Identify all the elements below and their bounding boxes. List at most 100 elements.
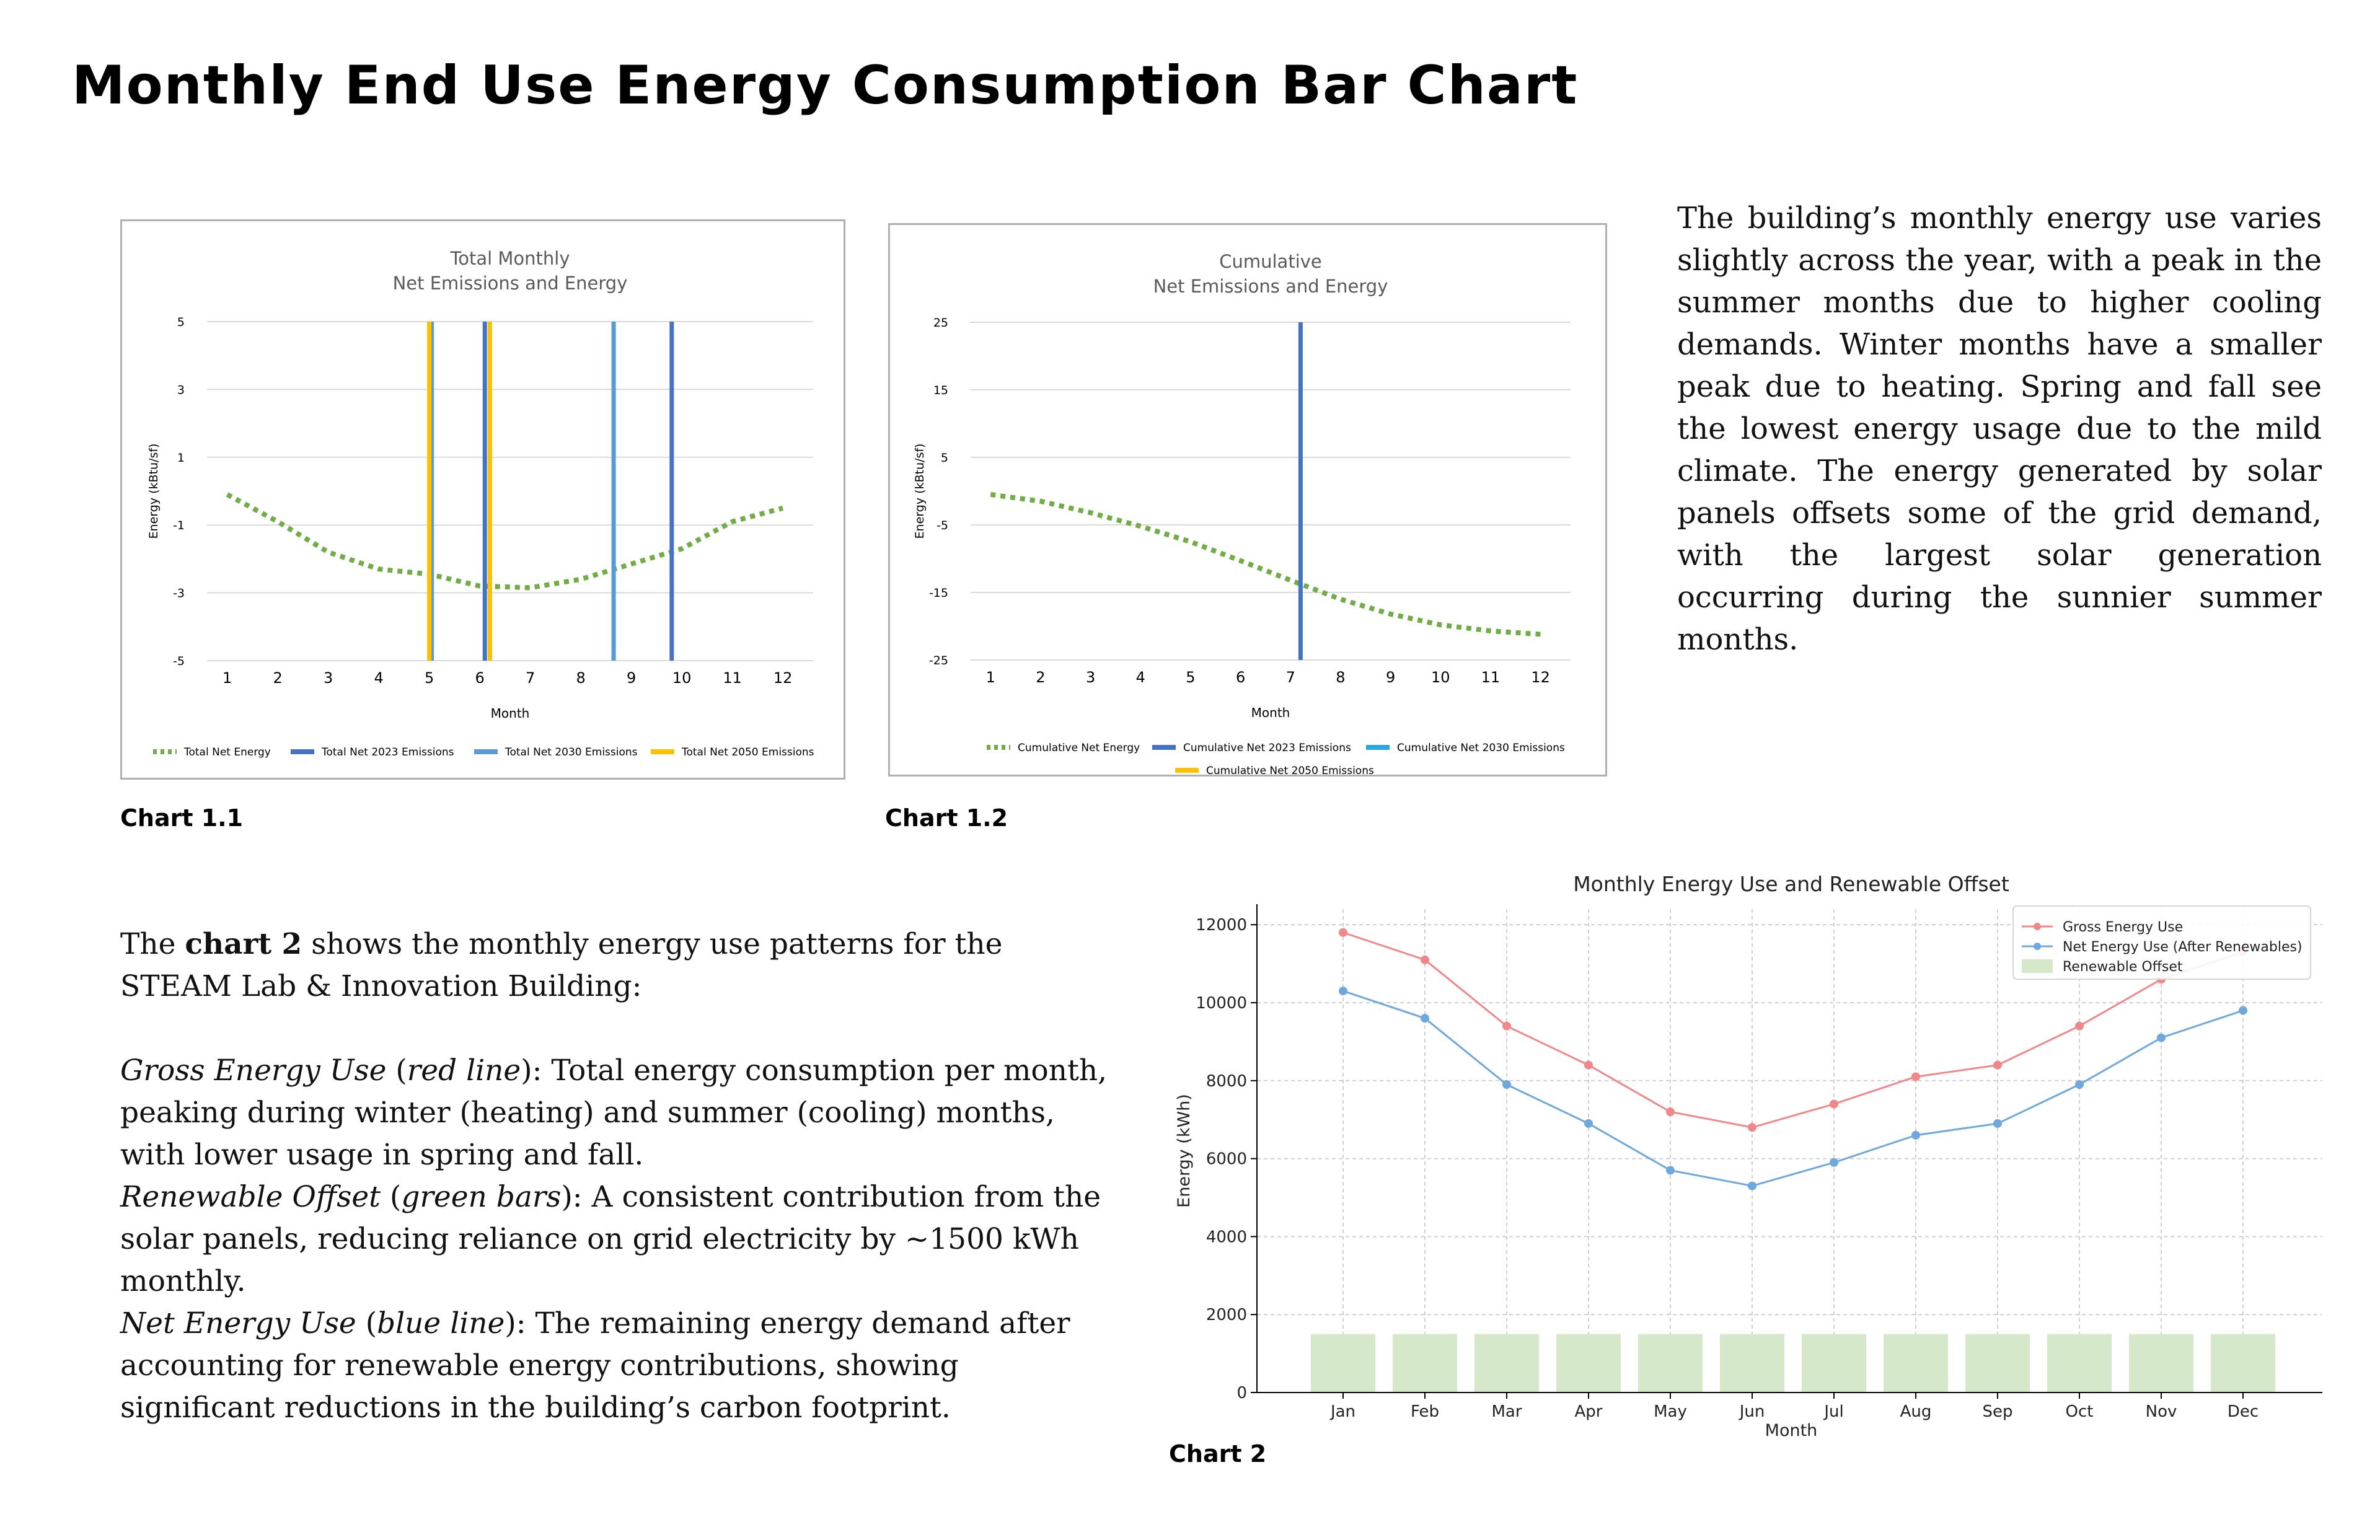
term-description: : The remaining energy demand after acco… xyxy=(120,1306,1070,1425)
chart-2-caption: Chart 2 xyxy=(1169,1440,1267,1467)
paren-close: ) xyxy=(521,1054,532,1088)
term-label: Renewable Offset xyxy=(120,1180,381,1214)
data-point xyxy=(1748,1123,1756,1132)
chart-cumulative: Cumulative Net Emissions and Energy 25 15 5-… xyxy=(888,223,1607,777)
paren-open: ( xyxy=(381,1180,402,1214)
y-tick-label: 25 xyxy=(933,316,948,330)
explanation-item-renewable: Renewable Offset (green bars): A consist… xyxy=(120,1176,1118,1303)
summary-paragraph: The building’s monthly energy use varies… xyxy=(1677,201,2322,657)
data-point xyxy=(1502,1021,1511,1031)
y-tick-label: 4000 xyxy=(1206,1228,1247,1246)
data-point xyxy=(1339,987,1347,996)
y-tick-label: 5 xyxy=(941,451,948,465)
x-tick-label: Jan xyxy=(1329,1402,1355,1421)
x-tick-label: 4 xyxy=(374,669,383,687)
data-point xyxy=(2157,1033,2166,1042)
x-tick-label: 2 xyxy=(273,669,282,687)
data-point xyxy=(1748,1181,1756,1190)
data-point xyxy=(1911,1072,1920,1081)
data-point xyxy=(2239,1006,2247,1015)
x-tick-label: Sep xyxy=(1982,1402,2012,1421)
x-tick-label: 2 xyxy=(1036,669,1045,686)
y-tick-label: 15 xyxy=(933,384,948,397)
chart-monthly-energy-renewable: Monthly Energy Use and Renewable Offset 0… xyxy=(1165,865,2330,1447)
term-description: : Total energy consumption per month, pe… xyxy=(120,1054,1108,1172)
y-axis-label: Energy (kBtu/sf) xyxy=(147,444,161,539)
legend-label: Total Net 2050 Emissions xyxy=(681,746,814,759)
chart-title-line: Net Emissions and Energy xyxy=(393,273,628,294)
x-tick-label: May xyxy=(1654,1402,1687,1421)
x-tick-label: Aug xyxy=(1900,1402,1932,1421)
renewable-offset-bar xyxy=(1393,1334,1457,1393)
x-tick-label: Apr xyxy=(1575,1402,1603,1421)
y-tick-label: -3 xyxy=(173,587,185,601)
data-point xyxy=(2075,1080,2084,1089)
renewable-offset-bar xyxy=(2129,1334,2193,1393)
x-axis-label: Month xyxy=(1765,1421,1818,1440)
y-tick-label: -25 xyxy=(929,654,948,667)
y-tick-label: 8000 xyxy=(1206,1072,1247,1091)
legend-marker xyxy=(2034,943,2041,950)
x-tick-label: 11 xyxy=(1481,669,1501,686)
net-energy-line xyxy=(226,492,784,591)
x-tick-label: 10 xyxy=(672,669,692,687)
x-tick-label: 1 xyxy=(223,669,232,687)
chart-1-2-caption: Chart 1.2 xyxy=(885,804,1008,832)
x-tick-label: 9 xyxy=(1386,669,1395,686)
data-point xyxy=(1993,1060,2002,1070)
x-tick-label: 12 xyxy=(1531,669,1550,686)
x-tick-label: Nov xyxy=(2146,1402,2177,1421)
legend-swatch xyxy=(2022,959,2053,973)
renewable-offset-bar xyxy=(1965,1334,2030,1393)
renewable-offset-bar xyxy=(1884,1334,1948,1393)
y-tick-label: 2000 xyxy=(1206,1306,1247,1324)
x-tick-label: 7 xyxy=(1286,669,1295,686)
paren-open: ( xyxy=(386,1054,407,1088)
data-point xyxy=(1993,1119,2002,1128)
gross-energy-line xyxy=(1342,931,2244,1129)
renewable-offset-bar xyxy=(1311,1334,1375,1393)
color-note: red line xyxy=(407,1054,521,1088)
x-tick-label: 3 xyxy=(324,669,333,687)
chart-title-line: Net Emissions and Energy xyxy=(1153,276,1388,297)
legend-label: Cumulative Net Energy xyxy=(1018,742,1140,754)
explanation-item-gross: Gross Energy Use (red line): Total energ… xyxy=(120,1050,1118,1176)
y-tick-label: 12000 xyxy=(1196,916,1247,935)
x-tick-label: Feb xyxy=(1411,1402,1439,1421)
y-tick-label: -5 xyxy=(937,519,948,532)
data-point xyxy=(1911,1130,1920,1140)
data-point xyxy=(1584,1060,1593,1070)
net-energy-line xyxy=(990,491,1541,637)
chart-2-plot: Monthly Energy Use and Renewable Offset 0… xyxy=(1175,872,2322,1440)
legend-label: Cumulative Net 2030 Emissions xyxy=(1397,742,1565,754)
x-tick-label: 9 xyxy=(627,669,636,687)
x-tick-label: 5 xyxy=(425,669,434,687)
intro-pre: The xyxy=(120,927,185,961)
paren-close: ) xyxy=(561,1180,573,1214)
x-tick-label: 6 xyxy=(1236,669,1245,686)
legend-label: Renewable Offset xyxy=(2063,959,2183,975)
term-label: Gross Energy Use xyxy=(120,1054,387,1088)
x-tick-label: Jul xyxy=(1823,1402,1843,1421)
y-axis-label: Energy (kWh) xyxy=(1175,1094,1194,1208)
y-tick-label: 5 xyxy=(177,315,185,329)
x-tick-label: Dec xyxy=(2228,1402,2259,1421)
renewable-offset-bar xyxy=(1556,1334,1621,1393)
data-point xyxy=(1421,1014,1429,1023)
term-label: Net Energy Use xyxy=(120,1306,356,1340)
legend-label: Cumulative Net 2023 Emissions xyxy=(1183,742,1351,754)
data-point xyxy=(1421,955,1429,964)
legend-box xyxy=(2012,905,2311,980)
y-tick-label: 0 xyxy=(1236,1384,1247,1402)
chart-1-1-plot: Total Monthly Net Emissions and Energy 5 3 1… xyxy=(147,248,814,759)
x-tick-label: 12 xyxy=(774,669,793,687)
legend-label: Net Energy Use (After Renewables) xyxy=(2063,939,2303,955)
x-tick-label: 11 xyxy=(723,669,742,687)
chart-title-line: Total Monthly xyxy=(449,248,570,269)
x-axis-label: Month xyxy=(491,706,530,721)
renewable-offset-bar xyxy=(1802,1334,1866,1393)
data-point xyxy=(1830,1099,1838,1109)
renewable-offset-bar xyxy=(1638,1334,1703,1393)
data-point xyxy=(1666,1107,1675,1117)
y-tick-label: -5 xyxy=(173,654,185,668)
